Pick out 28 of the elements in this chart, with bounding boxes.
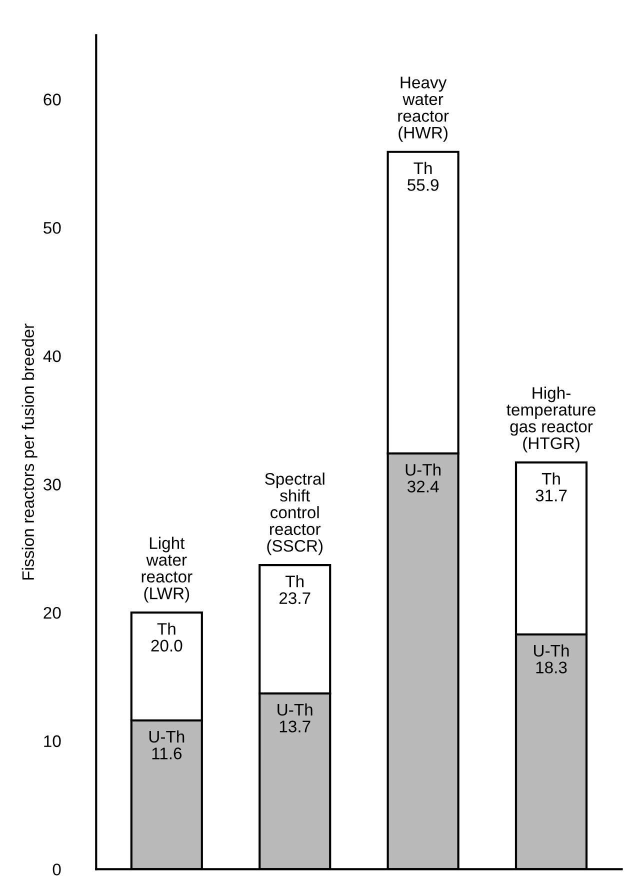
x-tick-label: Spectral shift control reactor (SSCR) [265,472,324,556]
y-tick-label: 50 [44,222,61,234]
text: Th [414,162,432,174]
y-tick-label: 60 [44,94,61,106]
data-label: 11.6 [152,748,182,760]
data-label: 32.4 [407,480,439,492]
y-tick-label: 20 [44,606,61,619]
data-label: 18.3 [536,662,567,674]
text: Th [542,472,560,485]
x-tick-label: Heavy water reactor (HWR) [398,76,449,142]
series-label: Th [157,622,176,635]
total-label: 20.0 [151,640,182,652]
text: U-Th [534,644,569,657]
text: U-Th [149,730,184,743]
x-tick-label: High- temperature gas reactor (HTGR) [506,386,596,452]
total-label: 55.9 [408,179,438,191]
y-tick-label: 40 [43,350,61,362]
y-axis-title: Fission reactors per fusion breeder [22,324,38,580]
y-tick-label: 10 [44,735,61,748]
series-label: U-Th [406,463,440,476]
y-tick-label: 30 [44,478,61,490]
total-label: 23.7 [279,592,310,604]
total-label: 31.7 [536,490,567,502]
y-tick-label: 0 [52,864,61,876]
text: U-Th [278,703,312,716]
text: Th [286,575,304,588]
data-label: 13.7 [280,720,310,732]
x-tick-label: Light water reactor (LWR) [142,536,192,603]
